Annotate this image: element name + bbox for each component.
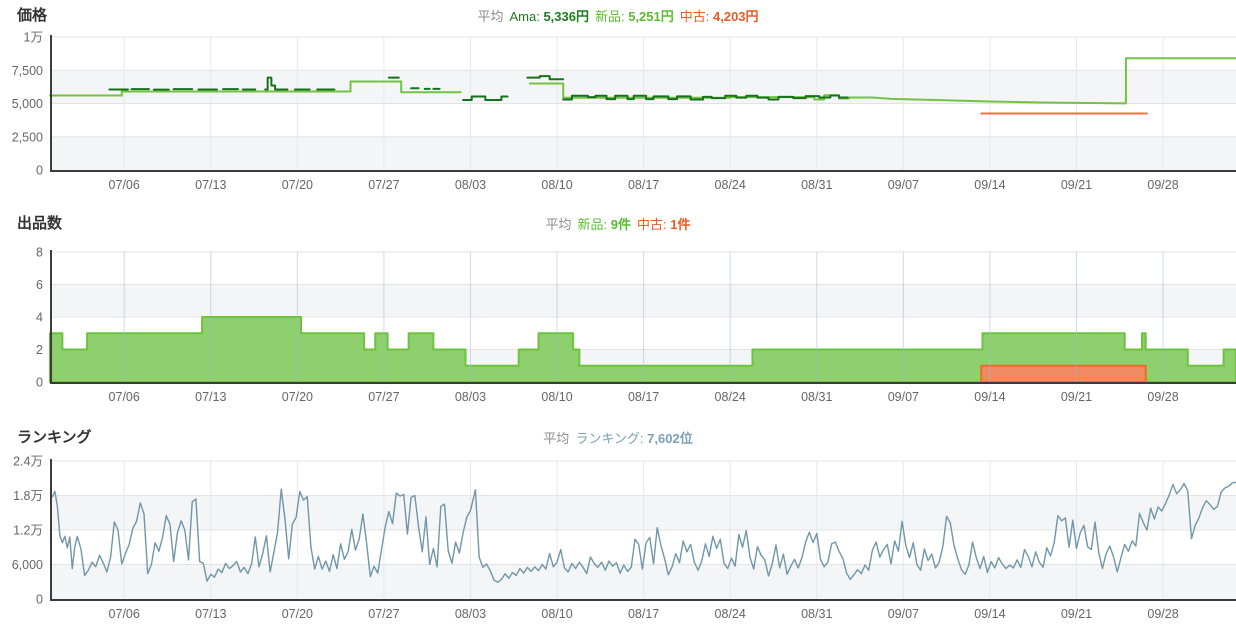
- stock-chart-plot[interactable]: 0 2 4 6 8 07/06 07/13 07/20 07/27 08/03 08/10 08/17…: [0, 244, 1236, 408]
- x-tick-label: 09/21: [1061, 607, 1092, 621]
- x-tick-label: 08/31: [801, 390, 832, 404]
- ranking-chart-header: ランキング 平均 ランキング: 7,602位: [0, 408, 1236, 454]
- x-tick-label: 09/07: [888, 390, 919, 404]
- x-tick-label: 09/07: [888, 607, 919, 621]
- x-tick-label: 09/28: [1147, 607, 1178, 621]
- x-tick-label: 08/31: [801, 178, 832, 192]
- stock-chart-title: 出品数: [17, 215, 63, 232]
- legend-item-used: 中古: 4,203円: [679, 9, 759, 24]
- legend-item-avg: 平均: [543, 431, 570, 446]
- x-tick-label: 07/20: [282, 607, 313, 621]
- price-chart-plot[interactable]: 0 2,500 5,000 7,500 1万 07/06 07/13 07/20 07/27 08…: [0, 28, 1236, 196]
- x-tick-label: 07/06: [109, 178, 140, 192]
- stock-chart-header: 出品数 平均 新品: 9件 中古: 1件: [0, 196, 1236, 244]
- y-tick-label: 2: [36, 343, 43, 357]
- x-tick-label: 07/06: [109, 390, 140, 404]
- legend-item-new: 新品: 9件: [577, 217, 631, 232]
- stock-chart-legend: 平均 新品: 9件 中古: 1件: [0, 214, 1236, 233]
- used-count-area: [980, 364, 1147, 383]
- x-tick-label: 09/21: [1061, 178, 1092, 192]
- x-tick-label: 07/13: [195, 607, 226, 621]
- y-tick-label: 1.8万: [13, 489, 43, 503]
- x-tick-label: 09/21: [1061, 390, 1092, 404]
- x-tick-label: 07/06: [109, 607, 140, 621]
- x-tick-label: 07/27: [368, 390, 399, 404]
- x-tick-label: 07/20: [282, 390, 313, 404]
- ranking-chart-section: ランキング 平均 ランキング: 7,602位 0 6,000 1.2万 1.8万 2.4万…: [0, 408, 1236, 625]
- price-chart-section: 価格 平均 Ama: 5,336円 新品: 5,251円 中古: 4,203円 0 2,…: [0, 0, 1236, 196]
- y-tick-label: 1万: [24, 31, 43, 45]
- x-tick-label: 09/14: [974, 607, 1005, 621]
- x-tick-label: 08/24: [715, 390, 746, 404]
- y-tick-label: 6,000: [12, 558, 43, 572]
- plot-band: [50, 495, 1236, 530]
- x-tick-label: 08/10: [541, 178, 572, 192]
- legend-item-avg: 平均: [545, 217, 572, 232]
- x-tick-label: 08/17: [628, 390, 659, 404]
- legend-item-avg: 平均: [477, 9, 504, 24]
- x-tick-label: 08/17: [628, 178, 659, 192]
- plot-band: [50, 284, 1236, 317]
- ranking-line: [51, 481, 1236, 584]
- ranking-chart-title: ランキング: [17, 429, 92, 446]
- ranking-chart-svg: 0 6,000 1.2万 1.8万 2.4万 07/06 07/13 07/20 07/27 08…: [12, 455, 1236, 621]
- y-tick-label: 0: [36, 376, 43, 390]
- x-tick-label: 08/17: [628, 607, 659, 621]
- y-tick-label: 4: [36, 311, 43, 325]
- x-tick-label: 08/10: [541, 607, 572, 621]
- x-tick-label: 08/03: [455, 390, 486, 404]
- y-tick-label: 0: [36, 593, 43, 607]
- ama-price-line: [462, 95, 509, 102]
- plot-band: [50, 136, 1236, 170]
- x-tick-label: 07/27: [368, 607, 399, 621]
- plot-band: [50, 564, 1236, 599]
- x-tick-label: 09/28: [1147, 178, 1178, 192]
- legend-item-used: 中古: 1件: [637, 217, 691, 232]
- y-tick-label: 0: [36, 164, 43, 178]
- ama-price-line: [526, 75, 565, 81]
- new-price-line: [49, 80, 462, 97]
- x-tick-label: 09/07: [888, 178, 919, 192]
- y-tick-label: 6: [36, 278, 43, 292]
- price-chart-legend: 平均 Ama: 5,336円 新品: 5,251円 中古: 4,203円: [0, 6, 1236, 25]
- x-tick-label: 08/10: [541, 390, 572, 404]
- new-count-area: [49, 316, 1236, 383]
- ama-price-line: [562, 94, 849, 101]
- stock-chart-section: 出品数 平均 新品: 9件 中古: 1件 0 2 4 6 8 07/06 07/13 07/20 0…: [0, 196, 1236, 408]
- x-tick-label: 08/24: [715, 178, 746, 192]
- x-tick-label: 09/14: [974, 390, 1005, 404]
- legend-item-amazon: Ama: 5,336円: [509, 9, 589, 24]
- y-tick-label: 7,500: [12, 64, 43, 78]
- price-chart-header: 価格 平均 Ama: 5,336円 新品: 5,251円 中古: 4,203円: [0, 0, 1236, 28]
- x-tick-label: 07/27: [368, 178, 399, 192]
- ranking-chart-legend: 平均 ランキング: 7,602位: [0, 428, 1236, 447]
- y-tick-label: 5,000: [12, 97, 43, 111]
- x-tick-label: 07/20: [282, 178, 313, 192]
- x-tick-label: 07/13: [195, 178, 226, 192]
- legend-item-rank: ランキング: 7,602位: [575, 431, 693, 446]
- ranking-chart-plot[interactable]: 0 6,000 1.2万 1.8万 2.4万 07/06 07/13 07/20 07/27 08…: [0, 454, 1236, 625]
- y-tick-label: 1.2万: [13, 524, 43, 538]
- price-chart-svg: 0 2,500 5,000 7,500 1万 07/06 07/13 07/20 07/27 08…: [12, 31, 1236, 192]
- x-tick-label: 08/24: [715, 607, 746, 621]
- legend-item-new: 新品: 5,251円: [594, 9, 674, 24]
- price-chart-title: 価格: [17, 7, 48, 24]
- y-tick-label: 8: [36, 246, 43, 260]
- y-tick-label: 2.4万: [13, 455, 43, 469]
- ama-price-line: [264, 76, 289, 91]
- x-tick-label: 07/13: [195, 390, 226, 404]
- x-tick-label: 08/03: [455, 178, 486, 192]
- x-tick-label: 09/14: [974, 178, 1005, 192]
- x-tick-label: 09/28: [1147, 390, 1178, 404]
- stock-chart-svg: 0 2 4 6 8 07/06 07/13 07/20 07/27 08/03 08/10 08/17…: [36, 246, 1236, 404]
- x-tick-label: 08/31: [801, 607, 832, 621]
- x-tick-label: 08/03: [455, 607, 486, 621]
- y-tick-label: 2,500: [12, 130, 43, 144]
